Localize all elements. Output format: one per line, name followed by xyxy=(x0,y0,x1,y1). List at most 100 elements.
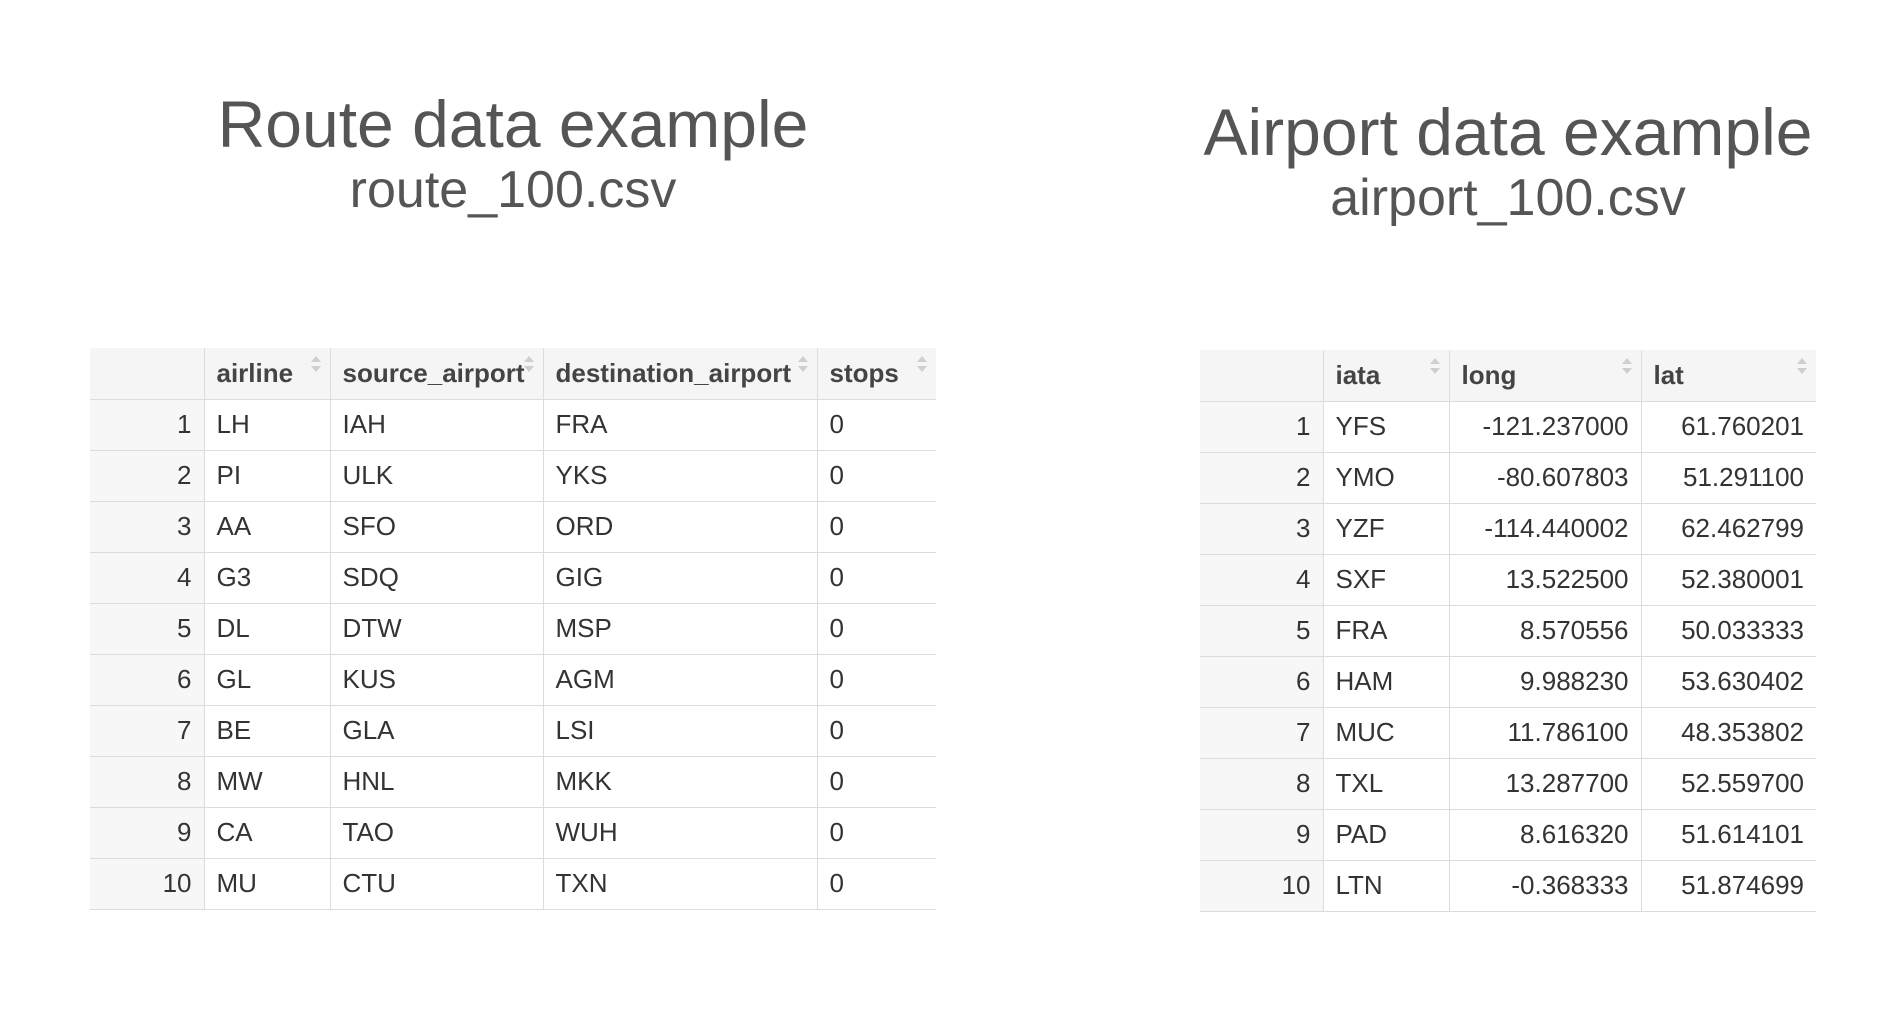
source-airport-cell: HNL xyxy=(330,756,544,808)
destination-airport-cell: LSI xyxy=(543,705,818,757)
table-row: 2 YMO -80.607803 51.291100 xyxy=(1200,452,1816,504)
route-rownum-header xyxy=(90,348,205,400)
iata-cell: YFS xyxy=(1323,401,1450,453)
lat-cell: 51.291100 xyxy=(1641,452,1816,504)
airport-rownum-header xyxy=(1200,350,1324,402)
iata-cell: LTN xyxy=(1323,860,1450,912)
row-number: 5 xyxy=(90,603,205,655)
lat-cell: 52.559700 xyxy=(1641,758,1816,810)
table-row: 7 BE GLA LSI 0 xyxy=(90,705,936,757)
source-airport-cell: ULK xyxy=(330,450,544,502)
airline-cell: GL xyxy=(204,654,331,706)
iata-cell: PAD xyxy=(1323,809,1450,861)
iata-cell: FRA xyxy=(1323,605,1450,657)
table-row: 3 YZF -114.440002 62.462799 xyxy=(1200,503,1816,555)
row-number: 3 xyxy=(1200,503,1324,555)
sort-icon[interactable] xyxy=(916,354,928,378)
airline-cell: CA xyxy=(204,807,331,859)
lat-cell: 48.353802 xyxy=(1641,707,1816,759)
destination-airport-cell: MSP xyxy=(543,603,818,655)
long-cell: 9.988230 xyxy=(1449,656,1642,708)
lat-cell: 50.033333 xyxy=(1641,605,1816,657)
lat-cell: 51.874699 xyxy=(1641,860,1816,912)
row-number: 9 xyxy=(1200,809,1324,861)
airport-col-lat-label: lat xyxy=(1653,359,1684,390)
lat-cell: 52.380001 xyxy=(1641,554,1816,606)
airline-cell: BE xyxy=(204,705,331,757)
airport-col-iata[interactable]: iata xyxy=(1323,350,1450,402)
row-number: 9 xyxy=(90,807,205,859)
long-cell: 8.570556 xyxy=(1449,605,1642,657)
row-number: 2 xyxy=(1200,452,1324,504)
airline-cell: PI xyxy=(204,450,331,502)
destination-airport-cell: TXN xyxy=(543,858,818,910)
airline-cell: MW xyxy=(204,756,331,808)
destination-airport-cell: WUH xyxy=(543,807,818,859)
route-col-stops-label: stops xyxy=(829,357,899,388)
stops-cell: 0 xyxy=(817,603,936,655)
source-airport-cell: CTU xyxy=(330,858,544,910)
airport-header-row: iata long lat xyxy=(1200,350,1816,402)
table-row: 8 TXL 13.287700 52.559700 xyxy=(1200,758,1816,810)
destination-airport-cell: AGM xyxy=(543,654,818,706)
airline-cell: MU xyxy=(204,858,331,910)
airline-cell: AA xyxy=(204,501,331,553)
destination-airport-cell: ORD xyxy=(543,501,818,553)
iata-cell: MUC xyxy=(1323,707,1450,759)
row-number: 6 xyxy=(90,654,205,706)
route-col-stops[interactable]: stops xyxy=(817,348,936,400)
row-number: 1 xyxy=(90,399,205,451)
destination-airport-cell: MKK xyxy=(543,756,818,808)
row-number: 6 xyxy=(1200,656,1324,708)
airport-title: Airport data example xyxy=(1203,95,1813,169)
destination-airport-cell: GIG xyxy=(543,552,818,604)
sort-icon[interactable] xyxy=(523,354,535,378)
destination-airport-cell: FRA xyxy=(543,399,818,451)
row-number: 10 xyxy=(1200,860,1324,912)
row-number: 10 xyxy=(90,858,205,910)
source-airport-cell: TAO xyxy=(330,807,544,859)
source-airport-cell: IAH xyxy=(330,399,544,451)
row-number: 4 xyxy=(90,552,205,604)
row-number: 1 xyxy=(1200,401,1324,453)
stops-cell: 0 xyxy=(817,552,936,604)
source-airport-cell: GLA xyxy=(330,705,544,757)
route-header-row: airline source_airport destination_airpo… xyxy=(90,348,936,400)
stops-cell: 0 xyxy=(817,705,936,757)
table-row: 6 HAM 9.988230 53.630402 xyxy=(1200,656,1816,708)
airline-cell: LH xyxy=(204,399,331,451)
long-cell: -80.607803 xyxy=(1449,452,1642,504)
route-col-destination-airport[interactable]: destination_airport xyxy=(543,348,818,400)
sort-icon[interactable] xyxy=(1621,356,1633,380)
route-col-source-airport[interactable]: source_airport xyxy=(330,348,544,400)
airport-col-long[interactable]: long xyxy=(1449,350,1642,402)
sort-icon[interactable] xyxy=(1429,356,1441,380)
airport-col-iata-label: iata xyxy=(1335,359,1381,390)
row-number: 8 xyxy=(90,756,205,808)
row-number: 3 xyxy=(90,501,205,553)
table-row: 1 LH IAH FRA 0 xyxy=(90,399,936,451)
sort-icon[interactable] xyxy=(310,354,322,378)
source-airport-cell: DTW xyxy=(330,603,544,655)
iata-cell: YZF xyxy=(1323,503,1450,555)
source-airport-cell: KUS xyxy=(330,654,544,706)
row-number: 5 xyxy=(1200,605,1324,657)
source-airport-cell: SFO xyxy=(330,501,544,553)
iata-cell: YMO xyxy=(1323,452,1450,504)
destination-airport-cell: YKS xyxy=(543,450,818,502)
long-cell: 13.287700 xyxy=(1449,758,1642,810)
airport-table: iata long lat 1 YFS -121.237000 61.760201 2… xyxy=(1200,350,1816,912)
sort-icon[interactable] xyxy=(797,354,809,378)
row-number: 7 xyxy=(1200,707,1324,759)
route-col-airline[interactable]: airline xyxy=(204,348,331,400)
airline-cell: G3 xyxy=(204,552,331,604)
route-col-destination-airport-label: destination_airport xyxy=(555,357,791,388)
long-cell: 8.616320 xyxy=(1449,809,1642,861)
table-row: 10 MU CTU TXN 0 xyxy=(90,858,936,910)
airline-cell: DL xyxy=(204,603,331,655)
source-airport-cell: SDQ xyxy=(330,552,544,604)
route-table: airline source_airport destination_airpo… xyxy=(90,348,936,910)
airport-col-lat[interactable]: lat xyxy=(1641,350,1816,402)
stops-cell: 0 xyxy=(817,501,936,553)
sort-icon[interactable] xyxy=(1796,356,1808,380)
